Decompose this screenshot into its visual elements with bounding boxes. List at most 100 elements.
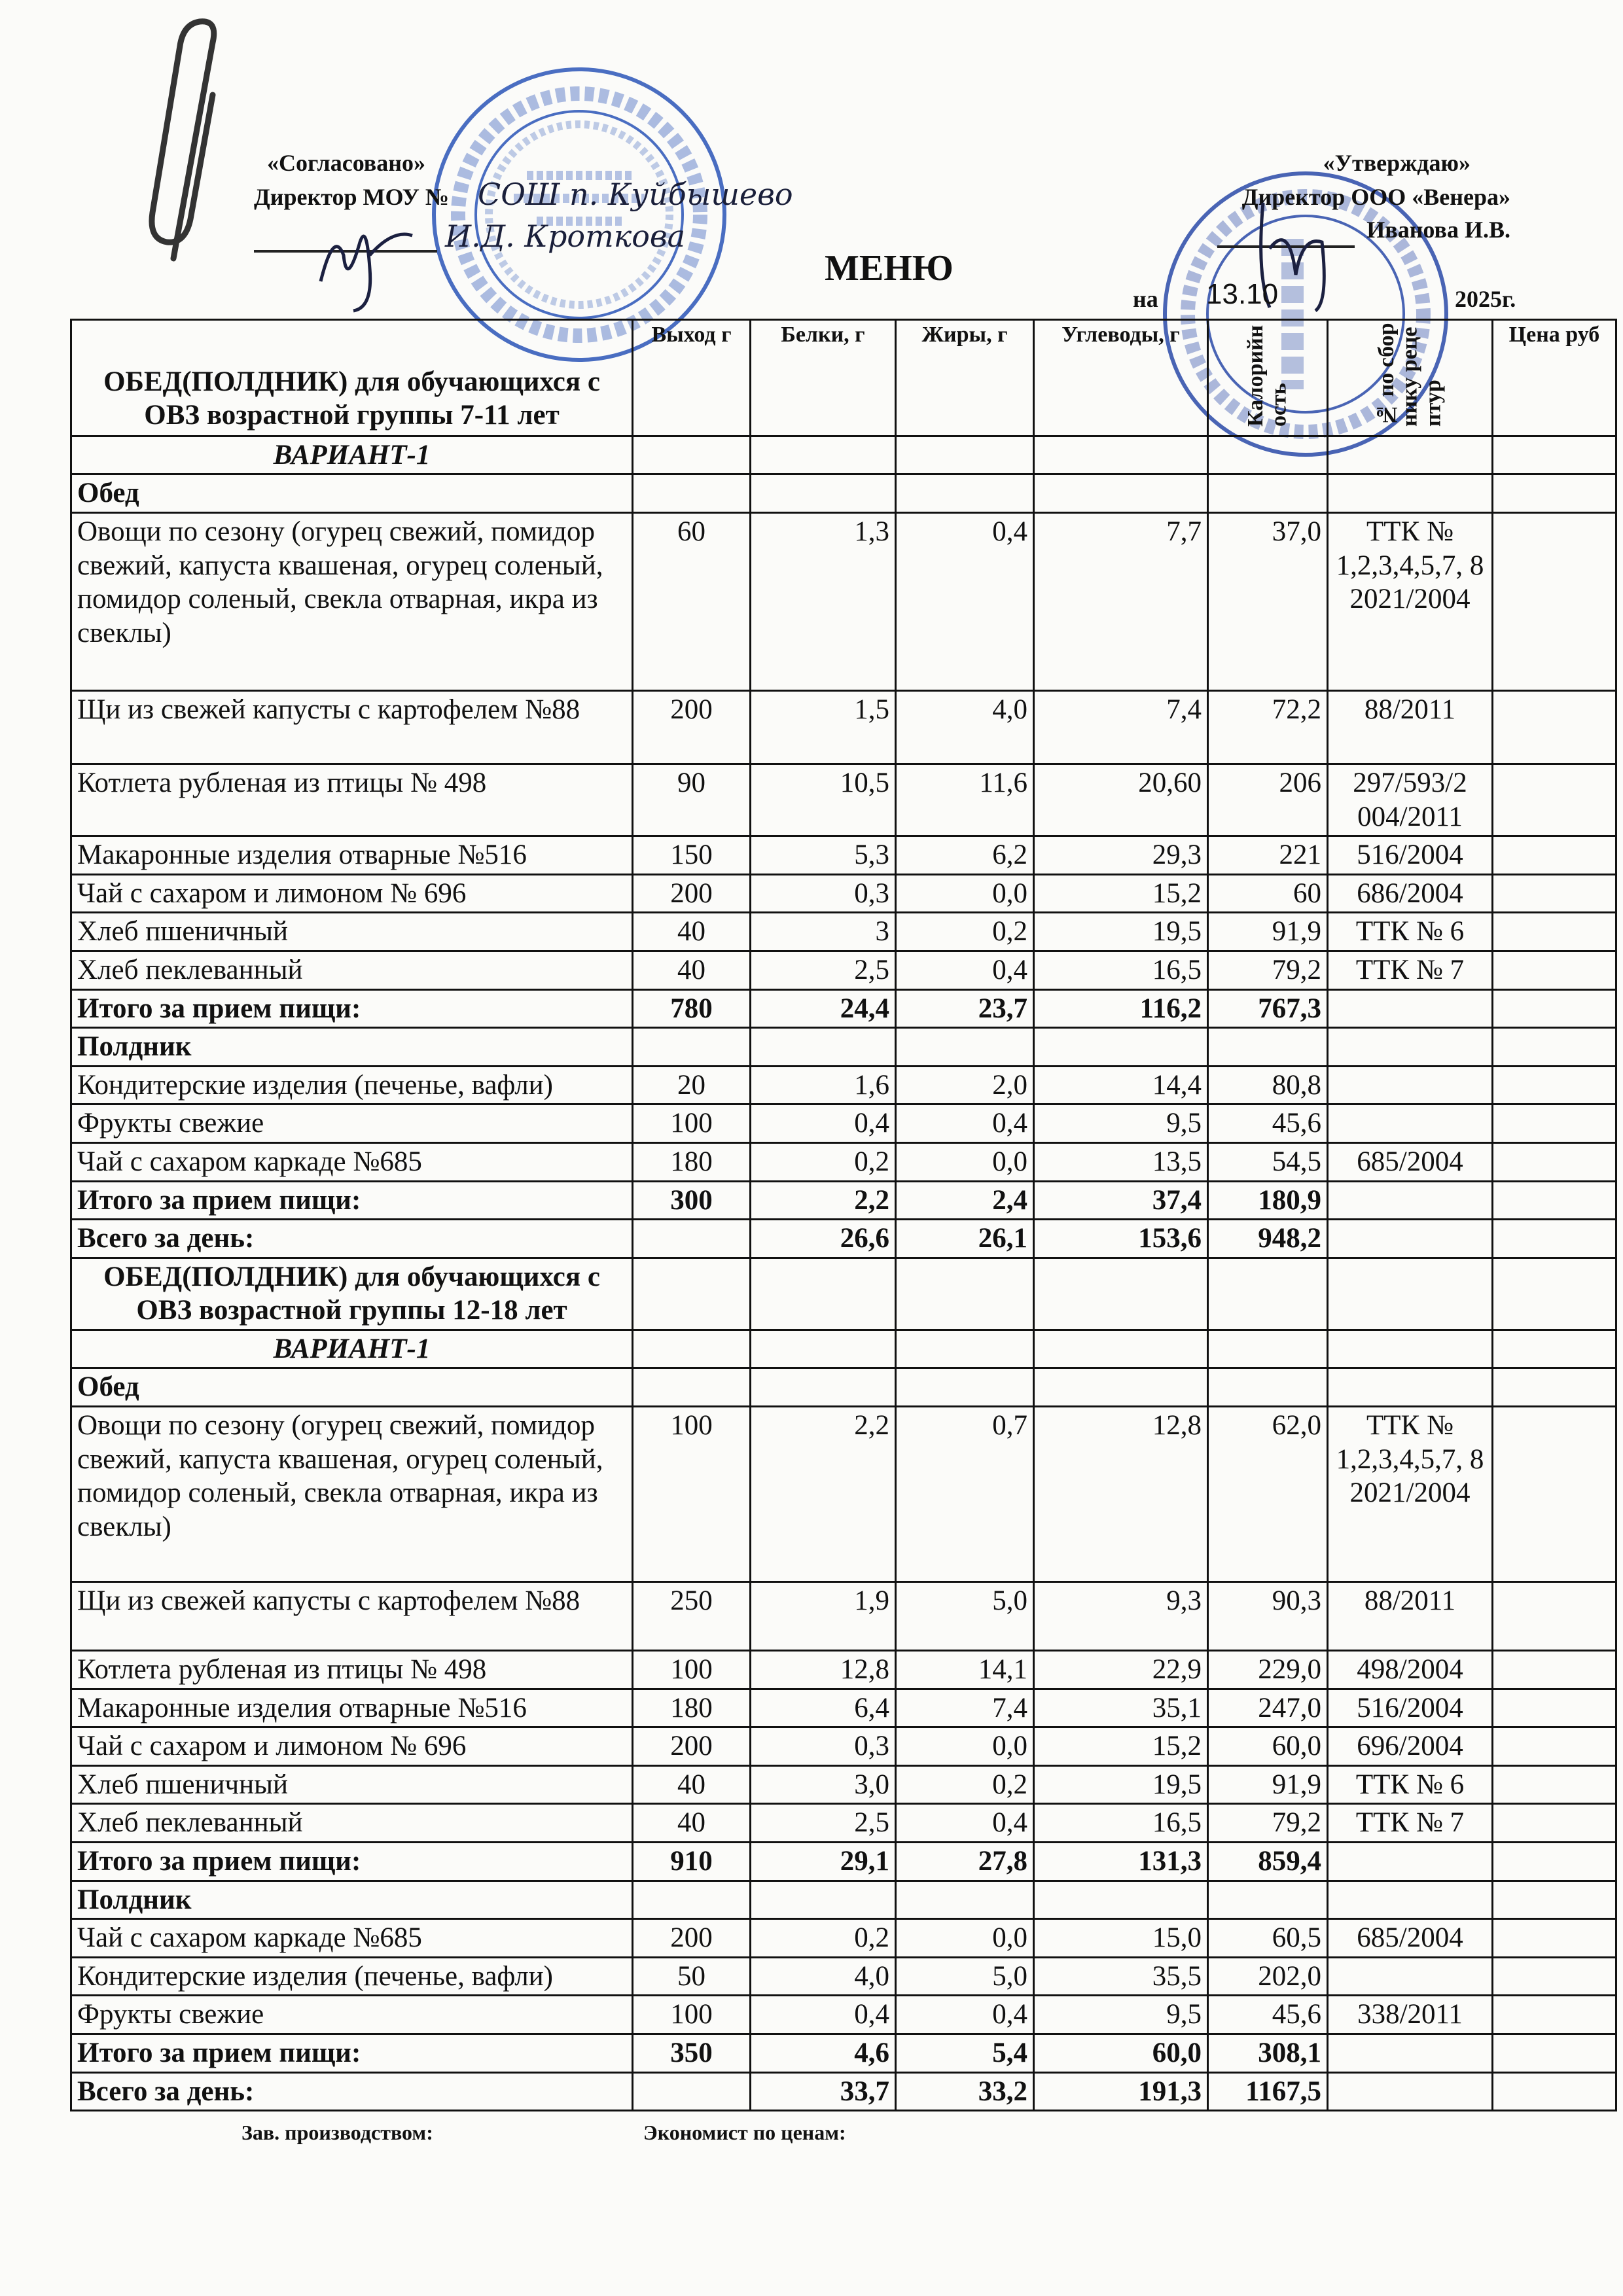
- cell-protein: 26,6: [749, 1218, 897, 1259]
- cell-price: [1491, 949, 1617, 991]
- cell-yield: 300: [632, 1180, 751, 1221]
- cell-fat: [895, 473, 1035, 514]
- cell-price: [1491, 1687, 1617, 1729]
- cell-carbs: [1033, 473, 1209, 514]
- cell-yield: 150: [632, 835, 751, 875]
- cell-recipe: ТТК № 1,2,3,4,5,7, 8 2021/2004: [1327, 1405, 1493, 1583]
- cell-protein: 1,3: [749, 511, 897, 692]
- cell-yield: 100: [632, 1994, 751, 2036]
- cell-kcal: 45,6: [1207, 1103, 1329, 1144]
- cell-yield: 910: [632, 1841, 751, 1882]
- cell-kcal: 859,4: [1207, 1841, 1329, 1882]
- signature-left: [319, 232, 413, 313]
- cell-kcal: 72,2: [1207, 689, 1329, 765]
- cell-carbs: 9,5: [1033, 1103, 1209, 1144]
- cell-recipe: [1327, 473, 1493, 514]
- cell-yield: [632, 2071, 751, 2112]
- cell-carbs: 60,0: [1033, 2033, 1209, 2074]
- table-row-total: Всего за день: 33,7 33,2 191,3 1167,5: [70, 2071, 1617, 2112]
- signature-line: [254, 250, 437, 253]
- table-row-item: Щи из свежей капусты с картофелем №88 200…: [70, 689, 1617, 765]
- cell-fat: 23,7: [895, 988, 1035, 1029]
- footer-price-economist: Экономист по ценам:: [643, 2121, 846, 2145]
- table-row-item: Кондитерские изделия (печенье, вафли) 50 4…: [70, 1956, 1617, 1997]
- cell-protein: 0,2: [749, 1918, 897, 1958]
- cell-carbs: [1033, 1328, 1209, 1369]
- cell-carbs: 153,6: [1033, 1218, 1209, 1259]
- cell-price: [1491, 1405, 1617, 1583]
- cell-yield: 60: [632, 511, 751, 692]
- cell-recipe: 297/593/2 004/2011: [1327, 762, 1493, 838]
- cell-fat: [895, 1328, 1035, 1369]
- table-row-variant: ВАРИАНТ-1: [70, 1328, 1617, 1369]
- table-row-total: Итого за прием пищи: 350 4,6 5,4 60,0 308,1: [70, 2033, 1617, 2074]
- cell-carbs: [1033, 1027, 1209, 1067]
- cell-recipe: [1327, 2071, 1493, 2112]
- page-title: МЕНЮ: [825, 248, 954, 289]
- cell-recipe: 498/2004: [1327, 1650, 1493, 1690]
- cell-kcal: 91,9: [1207, 911, 1329, 952]
- table-row-total: Итого за прием пищи: 910 29,1 27,8 131,3 859,…: [70, 1841, 1617, 1882]
- cell-protein: 0,3: [749, 1726, 897, 1767]
- cell-name: ВАРИАНТ-1: [70, 1328, 633, 1369]
- cell-kcal: 221: [1207, 835, 1329, 875]
- cell-kcal: 79,2: [1207, 1803, 1329, 1844]
- cell-name: Итого за прием пищи:: [70, 988, 633, 1029]
- table-row-item: Фрукты свежие 100 0,4 0,4 9,5 45,6: [70, 1103, 1617, 1144]
- cell-protein: 4,0: [749, 1956, 897, 1997]
- cell-name: Хлеб пшеничный: [70, 911, 633, 952]
- cell-recipe: 685/2004: [1327, 1141, 1493, 1182]
- cell-kcal: [1207, 1328, 1329, 1369]
- cell-price: [1491, 762, 1617, 838]
- cell-fat: 5,4: [895, 2033, 1035, 2074]
- cell-yield: [632, 434, 751, 476]
- cell-protein: 1,6: [749, 1065, 897, 1106]
- cell-price: [1491, 1328, 1617, 1369]
- header-meal: ОБЕД(ПОЛДНИК) для обучающихся с ОВЗ возр…: [70, 319, 633, 437]
- cell-yield: 200: [632, 1918, 751, 1958]
- date-prefix: на: [1133, 286, 1158, 312]
- cell-kcal: [1207, 1367, 1329, 1408]
- header-kcal: Калорийность: [1207, 319, 1329, 437]
- cell-yield: 90: [632, 762, 751, 838]
- cell-name: Котлета рубленая из птицы № 498: [70, 762, 633, 838]
- cell-name: Обед: [70, 473, 633, 514]
- cell-protein: 6,4: [749, 1687, 897, 1729]
- cell-price: [1491, 689, 1617, 765]
- cell-fat: 7,4: [895, 1687, 1035, 1729]
- header-protein: Белки, г: [749, 319, 897, 437]
- cell-name: Хлеб пеклеванный: [70, 1803, 633, 1844]
- cell-yield: 50: [632, 1956, 751, 1997]
- cell-price: [1491, 1581, 1617, 1652]
- table-row-item: Макаронные изделия отварные №516 180 6,4 7,…: [70, 1687, 1617, 1729]
- cell-fat: 0,4: [895, 949, 1035, 991]
- table-row-total: Всего за день: 26,6 26,1 153,6 948,2: [70, 1218, 1617, 1259]
- cell-recipe: ТТК № 6: [1327, 911, 1493, 952]
- cell-name: Овощи по сезону (огурец свежий, помидор …: [70, 1405, 633, 1583]
- cell-carbs: 9,3: [1033, 1581, 1209, 1652]
- cell-kcal: 202,0: [1207, 1956, 1329, 1997]
- cell-fat: 0,4: [895, 1803, 1035, 1844]
- cell-protein: 2,5: [749, 949, 897, 991]
- cell-recipe: [1327, 1328, 1493, 1369]
- table-row-item: Овощи по сезону (огурец свежий, помидор …: [70, 511, 1617, 692]
- cell-fat: 6,2: [895, 835, 1035, 875]
- cell-protein: 4,6: [749, 2033, 897, 2074]
- cell-price: [1491, 1841, 1617, 1882]
- table-row-item: Хлеб пшеничный 40 3,0 0,2 19,5 91,9 ТТК № 6: [70, 1764, 1617, 1805]
- cell-name: Чай с сахаром и лимоном № 696: [70, 873, 633, 914]
- cell-carbs: 16,5: [1033, 949, 1209, 991]
- cell-fat: 0,4: [895, 511, 1035, 692]
- cell-yield: 200: [632, 1726, 751, 1767]
- cell-fat: [895, 434, 1035, 476]
- table-row-item: Чай с сахаром каркаде №685 180 0,2 0,0 13,5 5…: [70, 1141, 1617, 1182]
- cell-name: Щи из свежей капусты с картофелем №88: [70, 689, 633, 765]
- cell-yield: 20: [632, 1065, 751, 1106]
- menu-date: 13.10: [1206, 278, 1279, 310]
- cell-name: Кондитерские изделия (печенье, вафли): [70, 1956, 633, 1997]
- cell-protein: 33,7: [749, 2071, 897, 2112]
- cell-kcal: 180,9: [1207, 1180, 1329, 1221]
- cell-recipe: [1327, 988, 1493, 1029]
- cell-kcal: 206: [1207, 762, 1329, 838]
- cell-carbs: 20,60: [1033, 762, 1209, 838]
